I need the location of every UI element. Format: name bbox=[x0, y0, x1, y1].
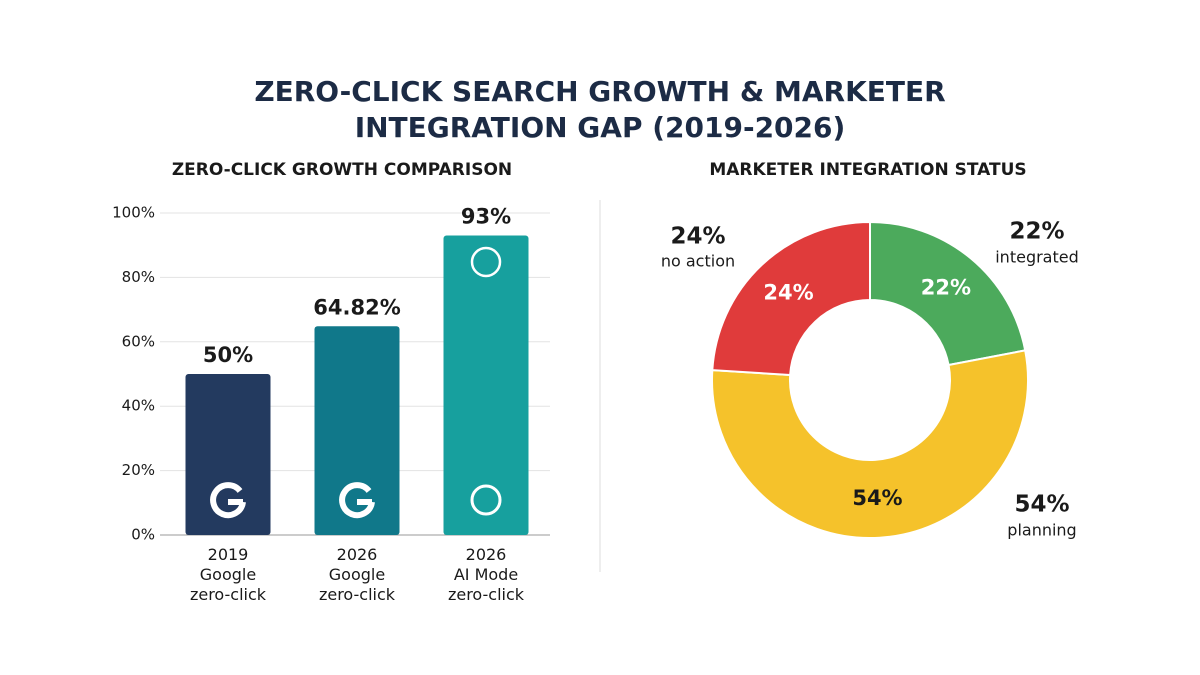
y-tick-label: 20% bbox=[122, 461, 155, 479]
y-tick-label: 0% bbox=[131, 526, 155, 544]
y-tick-label: 60% bbox=[122, 332, 155, 350]
x-tick-label: 2026 Google zero-click bbox=[318, 545, 396, 604]
segment-label: 24% bbox=[763, 280, 813, 304]
y-tick-label: 80% bbox=[122, 268, 155, 286]
x-tick-label: 2026 AI Mode zero-click bbox=[447, 545, 525, 604]
legend-label: no action bbox=[661, 252, 735, 271]
value-label: 93% bbox=[461, 205, 511, 229]
page-title: ZERO-CLICK SEARCH GROWTH & MARKETER INTE… bbox=[254, 75, 946, 144]
ai-icon bbox=[470, 246, 502, 278]
segment-label: 22% bbox=[921, 275, 971, 299]
ai-icon bbox=[470, 484, 502, 516]
bar bbox=[185, 374, 271, 535]
value-label: 64.82% bbox=[313, 295, 400, 319]
chart-title: ZERO-CLICK GROWTH COMPARISON bbox=[172, 160, 512, 180]
bar bbox=[314, 326, 400, 535]
outer-value-label: 54% bbox=[1014, 492, 1069, 518]
google-icon bbox=[339, 482, 375, 519]
donut-segment bbox=[869, 220, 1027, 367]
bar bbox=[443, 235, 529, 536]
google-icon bbox=[210, 482, 246, 519]
chart-title: MARKETER INTEGRATION STATUS bbox=[709, 160, 1026, 180]
donut-segment bbox=[711, 220, 871, 377]
outer-value-label: 24% bbox=[670, 224, 725, 250]
legend-label: integrated bbox=[995, 248, 1079, 267]
segment-label: 54% bbox=[852, 486, 902, 510]
outer-value-label: 22% bbox=[1009, 219, 1064, 245]
donut-segment bbox=[711, 349, 1029, 540]
legend-label: planning bbox=[1007, 521, 1076, 540]
y-tick-label: 100% bbox=[112, 204, 155, 222]
x-tick-label: 2019 Google zero-click bbox=[189, 545, 267, 604]
y-tick-label: 40% bbox=[122, 397, 155, 415]
value-label: 50% bbox=[203, 343, 253, 367]
